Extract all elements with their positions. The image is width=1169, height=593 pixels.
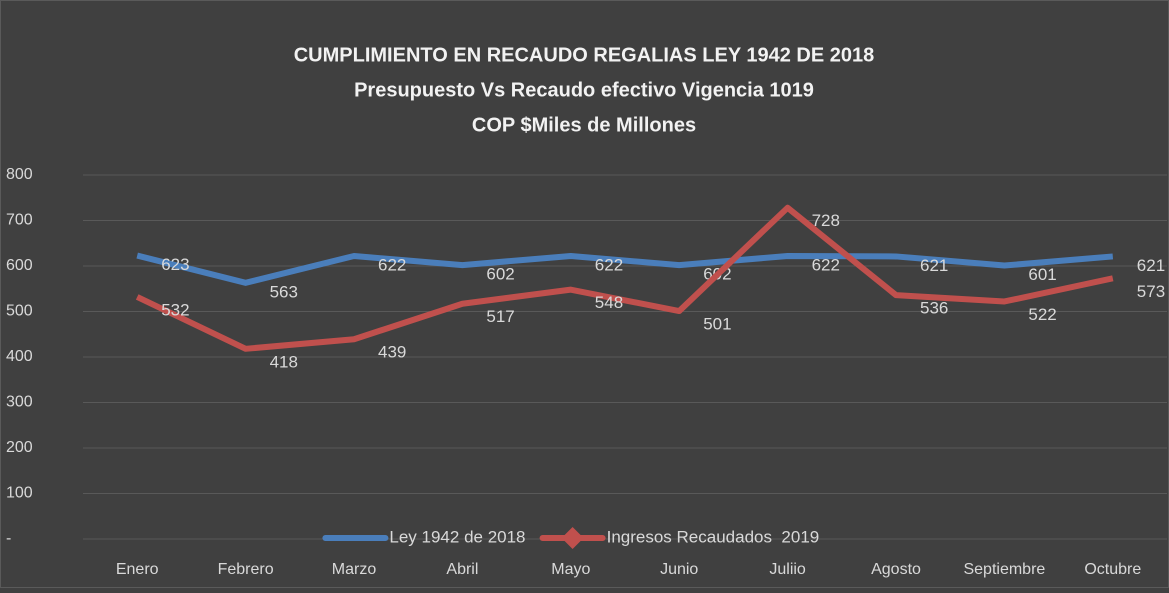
y-tick-label: 400 [6, 348, 33, 365]
data-label: 621 [920, 256, 948, 275]
data-label: 573 [1137, 282, 1165, 301]
data-label: 501 [703, 315, 731, 334]
x-tick-label: Juliio [769, 561, 806, 578]
y-tick-label: 200 [6, 439, 33, 456]
y-tick-label: 800 [6, 166, 33, 183]
legend-label: Ley 1942 de 2018 [389, 527, 525, 546]
y-tick-label: - [6, 530, 11, 547]
legend-marker [561, 527, 584, 549]
x-tick-label: Septiembre [963, 561, 1045, 578]
data-label: 563 [270, 282, 298, 301]
chart-subtitle: Presupuesto Vs Recaudo efectivo Vigencia… [354, 79, 814, 101]
data-label: 622 [378, 255, 406, 274]
legend-label: Ingresos Recaudados 2019 [607, 527, 820, 546]
chart-subtitle: COP $Miles de Millones [472, 114, 696, 136]
series-line [136, 252, 1114, 286]
data-label: 621 [1137, 256, 1165, 275]
data-label: 601 [1028, 265, 1056, 284]
data-label: 622 [595, 255, 623, 274]
x-tick-label: Abril [446, 561, 478, 578]
data-label: 517 [486, 307, 514, 326]
x-tick-label: Enero [116, 561, 159, 578]
y-tick-label: 500 [6, 303, 33, 320]
x-tick-label: Marzo [332, 561, 377, 578]
data-label: 536 [920, 299, 948, 318]
x-tick-label: Agosto [871, 561, 921, 578]
x-tick-label: Junio [660, 561, 698, 578]
y-tick-label: 100 [6, 485, 33, 502]
y-tick-label: 300 [6, 394, 33, 411]
y-tick-label: 600 [6, 257, 33, 274]
data-label: 623 [161, 255, 189, 274]
y-tick-label: 700 [6, 212, 33, 229]
data-label: 418 [270, 352, 298, 371]
data-label: 548 [595, 293, 623, 312]
data-label: 532 [161, 300, 189, 319]
chart-title: CUMPLIMIENTO EN RECAUDO REGALIAS LEY 194… [294, 44, 875, 66]
x-tick-label: Octubre [1084, 561, 1141, 578]
x-tick-label: Febrero [218, 561, 274, 578]
data-label: 602 [486, 265, 514, 284]
series-line [135, 204, 1114, 352]
data-label: 728 [812, 211, 840, 230]
data-label: 439 [378, 343, 406, 362]
data-label: 622 [812, 255, 840, 274]
x-tick-label: Mayo [551, 561, 590, 578]
data-label: 522 [1028, 305, 1056, 324]
